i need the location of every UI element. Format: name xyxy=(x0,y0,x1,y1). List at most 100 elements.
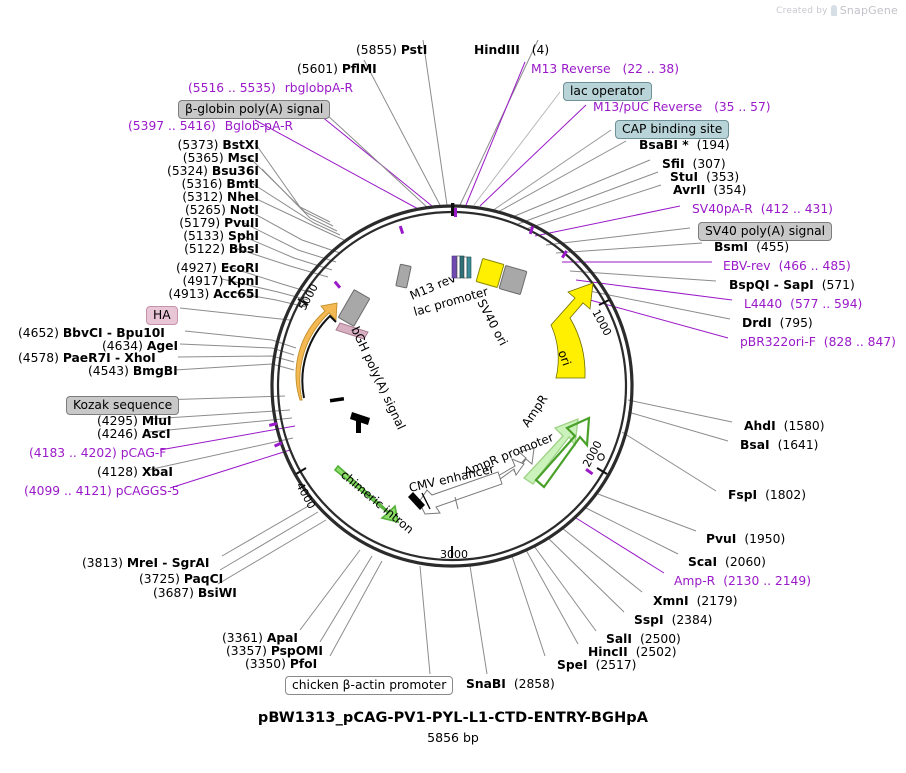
label-pflmi[interactable]: (5601) PflMI xyxy=(297,63,377,76)
label-scai-enz: ScaI xyxy=(688,555,718,569)
label-stui[interactable]: StuI (353) xyxy=(670,171,739,184)
label-bstxi-pos: (5373) xyxy=(177,138,219,152)
label-bbvci-bpu10i[interactable]: (4652) BbvCI - Bpu10I xyxy=(18,327,165,340)
feature-box-cap-binding-site[interactable]: CAP binding site xyxy=(615,120,730,139)
label-nhei-pos: (5312) xyxy=(182,190,224,204)
feature-box-chicken-beta-actin-promoter[interactable]: chicken β-actin promoter xyxy=(285,676,454,695)
label-paqci-pos: (3725) xyxy=(139,572,180,586)
feature-sv40-ori: SV40 ori xyxy=(474,258,528,348)
label-bsmi[interactable]: BsmI (455) xyxy=(714,241,789,254)
label-bsu36i-pos: (5324) xyxy=(167,164,208,178)
label-ebv-rev-enz: EBV-rev xyxy=(723,259,771,273)
label-mrei-sgrai[interactable]: (3813) MreI - SgrAI xyxy=(82,557,210,570)
label-sphi[interactable]: (5133) SphI xyxy=(0,230,259,243)
label-sspi[interactable]: SspI (2384) xyxy=(634,614,712,627)
title-block: pBW1313_pCAG-PV1-PYL-L1-CTD-ENTRY-BGHpA … xyxy=(0,710,906,745)
label-acc65i-enz: Acc65I xyxy=(213,287,259,301)
label-pvuii[interactable]: (5179) PvuII xyxy=(0,217,259,230)
label-xbai[interactable]: (4128) XbaI xyxy=(97,466,173,479)
label-bstxi-enz: BstXI xyxy=(222,138,259,152)
feature-box-lac-operator[interactable]: lac operator xyxy=(563,82,652,101)
label-nhei-enz: NheI xyxy=(227,190,259,204)
label-msci[interactable]: (5365) MscI xyxy=(0,152,259,165)
label-pflmi-pos: (5601) xyxy=(297,62,338,76)
label-avrii[interactable]: AvrII (354) xyxy=(673,184,746,197)
label-fspi[interactable]: FspI (1802) xyxy=(728,489,806,502)
label-ebv-rev[interactable]: EBV-rev (466 .. 485) xyxy=(723,260,851,273)
label-hincii[interactable]: HincII (2502) xyxy=(588,646,677,659)
label-bmgbi[interactable]: (4543) BmgBI xyxy=(88,365,178,378)
label-bbsi[interactable]: (5122) BbsI xyxy=(0,243,259,256)
label-sv40pa-r-range: (412 .. 431) xyxy=(760,202,833,216)
label-agei-pos: (4634) xyxy=(102,339,143,353)
label-fspi-range: (1802) xyxy=(765,488,806,502)
feature-box-beta-globin-polya-signal[interactable]: β-globin poly(A) signal xyxy=(178,100,331,119)
label-snabi[interactable]: SnaBI (2858) xyxy=(466,678,555,691)
label-bspqi-sapi[interactable]: BspQI - SapI (571) xyxy=(729,279,855,292)
label-pcag-f[interactable]: (4183 .. 4202) pCAG-F xyxy=(29,447,166,460)
label-bstxi[interactable]: (5373) BstXI xyxy=(0,139,259,152)
label-bsai[interactable]: BsaI (1641) xyxy=(740,439,818,452)
label-hincii-range: (2502) xyxy=(635,645,677,659)
label-bsai-enz: BsaI xyxy=(740,438,770,452)
label-bmti[interactable]: (5316) BmtI xyxy=(0,178,259,191)
label-rbglobpa-r-name: rbglobpA-R xyxy=(284,81,354,95)
label-bglob-pa-r-range: (5397 .. 5416) xyxy=(128,119,216,133)
label-hindiii-pos: (4) xyxy=(531,43,550,57)
label-apai[interactable]: (3361) ApaI xyxy=(222,632,298,645)
label-m13-reverse[interactable]: M13 Reverse (22 .. 38) xyxy=(531,63,679,76)
label-sfii[interactable]: SfiI (307) xyxy=(662,158,726,171)
label-asci[interactable]: (4246) AscI xyxy=(97,428,171,441)
label-amp-r[interactable]: Amp-R (2130 .. 2149) xyxy=(674,575,811,588)
label-nhei[interactable]: (5312) NheI xyxy=(0,191,259,204)
label-psti[interactable]: (5855) PstI xyxy=(356,44,427,57)
label-bsiwi[interactable]: (3687) BsiWI xyxy=(153,587,237,600)
label-bsmi-range: (455) xyxy=(756,240,790,254)
label-bbvci-bpu10i-pos: (4652) xyxy=(18,326,59,340)
label-sali[interactable]: SalI (2500) xyxy=(606,633,681,646)
label-xmni[interactable]: XmnI (2179) xyxy=(653,595,738,608)
label-pspomi[interactable]: (3357) PspOMI xyxy=(226,645,323,658)
label-acc65i[interactable]: (4913) Acc65I xyxy=(0,288,259,301)
label-sv40pa-r[interactable]: SV40pA-R (412 .. 431) xyxy=(692,203,833,216)
label-paer7i-xhoi[interactable]: (4578) PaeR7I - XhoI xyxy=(18,352,156,365)
label-bmti-enz: BmtI xyxy=(226,177,259,191)
label-sphi-enz: SphI xyxy=(228,229,259,243)
label-m13-puc-reverse[interactable]: M13/pUC Reverse (35 .. 57) xyxy=(593,101,771,114)
label-paqci[interactable]: (3725) PaqCI xyxy=(139,573,223,586)
label-pvui[interactable]: PvuI (1950) xyxy=(706,533,785,546)
label-pcaggs-5[interactable]: (4099 .. 4121) pCAGGS-5 xyxy=(24,485,179,498)
label-agei[interactable]: (4634) AgeI xyxy=(102,340,178,353)
label-l4440[interactable]: L4440 (577 .. 594) xyxy=(744,298,862,311)
label-ahdi[interactable]: AhdI (1580) xyxy=(744,420,825,433)
feature-box-kozak-sequence[interactable]: Kozak sequence xyxy=(66,396,180,415)
label-ecori[interactable]: (4927) EcoRI xyxy=(0,262,259,275)
label-pvuii-pos: (5179) xyxy=(179,216,221,230)
label-drdi[interactable]: DrdI (795) xyxy=(742,317,813,330)
label-sfii-enz: SfiI xyxy=(662,157,685,171)
label-psti-enz: PstI xyxy=(400,43,428,57)
label-pbr322ori-f[interactable]: pBR322ori-F (828 .. 847) xyxy=(740,336,896,349)
label-bsu36i[interactable]: (5324) Bsu36I xyxy=(0,165,259,178)
label-rbglobpa-r[interactable]: (5516 .. 5535) rbglobpA-R xyxy=(188,82,353,95)
label-scai-range: (2060) xyxy=(725,555,766,569)
label-noti[interactable]: (5265) NotI xyxy=(0,204,259,217)
label-kpni[interactable]: (4917) KpnI xyxy=(0,275,259,288)
label-stui-enz: StuI xyxy=(670,170,699,184)
label-m13-reverse-name: M13 Reverse xyxy=(531,62,611,76)
label-spei[interactable]: SpeI (2517) xyxy=(557,659,636,672)
feature-box-sv40-polya-signal[interactable]: SV40 poly(A) signal xyxy=(698,222,833,241)
label-bglob-pa-r[interactable]: (5397 .. 5416) Bglob-pA-R xyxy=(128,120,293,133)
label-ebv-rev-range: (466 .. 485) xyxy=(778,259,851,273)
label-noti-pos: (5265) xyxy=(184,203,226,217)
label-mlui[interactable]: (4295) MluI xyxy=(97,415,172,428)
feature-box-ha-tag[interactable]: HA xyxy=(146,306,178,325)
label-pfoi[interactable]: (3350) PfoI xyxy=(245,658,317,671)
label-sali-enz: SalI xyxy=(606,632,632,646)
label-bsmi-enz: BsmI xyxy=(714,240,749,254)
label-hindiii[interactable]: HindIII (4) xyxy=(474,44,549,57)
label-bsabi[interactable]: BsaBI * (194) xyxy=(639,139,730,152)
label-scai[interactable]: ScaI (2060) xyxy=(688,556,766,569)
